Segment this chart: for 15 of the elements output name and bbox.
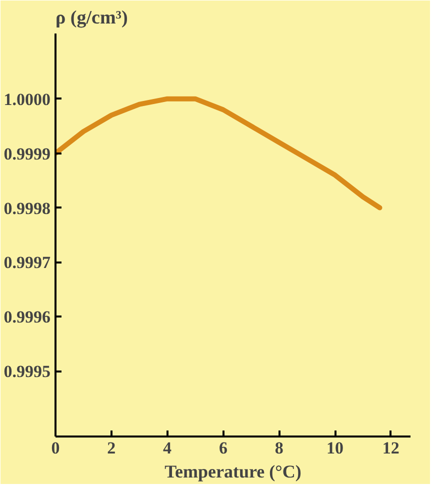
y-tick-label: 0.9998 [4,198,50,218]
x-axis-title: Temperature (°C) [164,462,302,482]
y-tick-label: 0.9996 [4,308,50,327]
x-tick-label: 6 [218,438,228,458]
x-tick-label: 0 [51,438,60,458]
y-tick-label: 0.9995 [4,362,50,382]
x-tick-label: 2 [107,438,116,458]
y-tick-label: 0.9997 [4,253,51,272]
x-tick-label: 8 [274,438,284,458]
x-tick-label: 12 [382,438,400,458]
y-tick-label: 1.0000 [4,90,50,109]
y-axis-title: ρ (g/cm³) [56,8,128,28]
y-tick-label: 0.9999 [4,144,50,164]
x-tick-label: 4 [163,438,172,458]
x-tick-label: 10 [326,438,344,458]
